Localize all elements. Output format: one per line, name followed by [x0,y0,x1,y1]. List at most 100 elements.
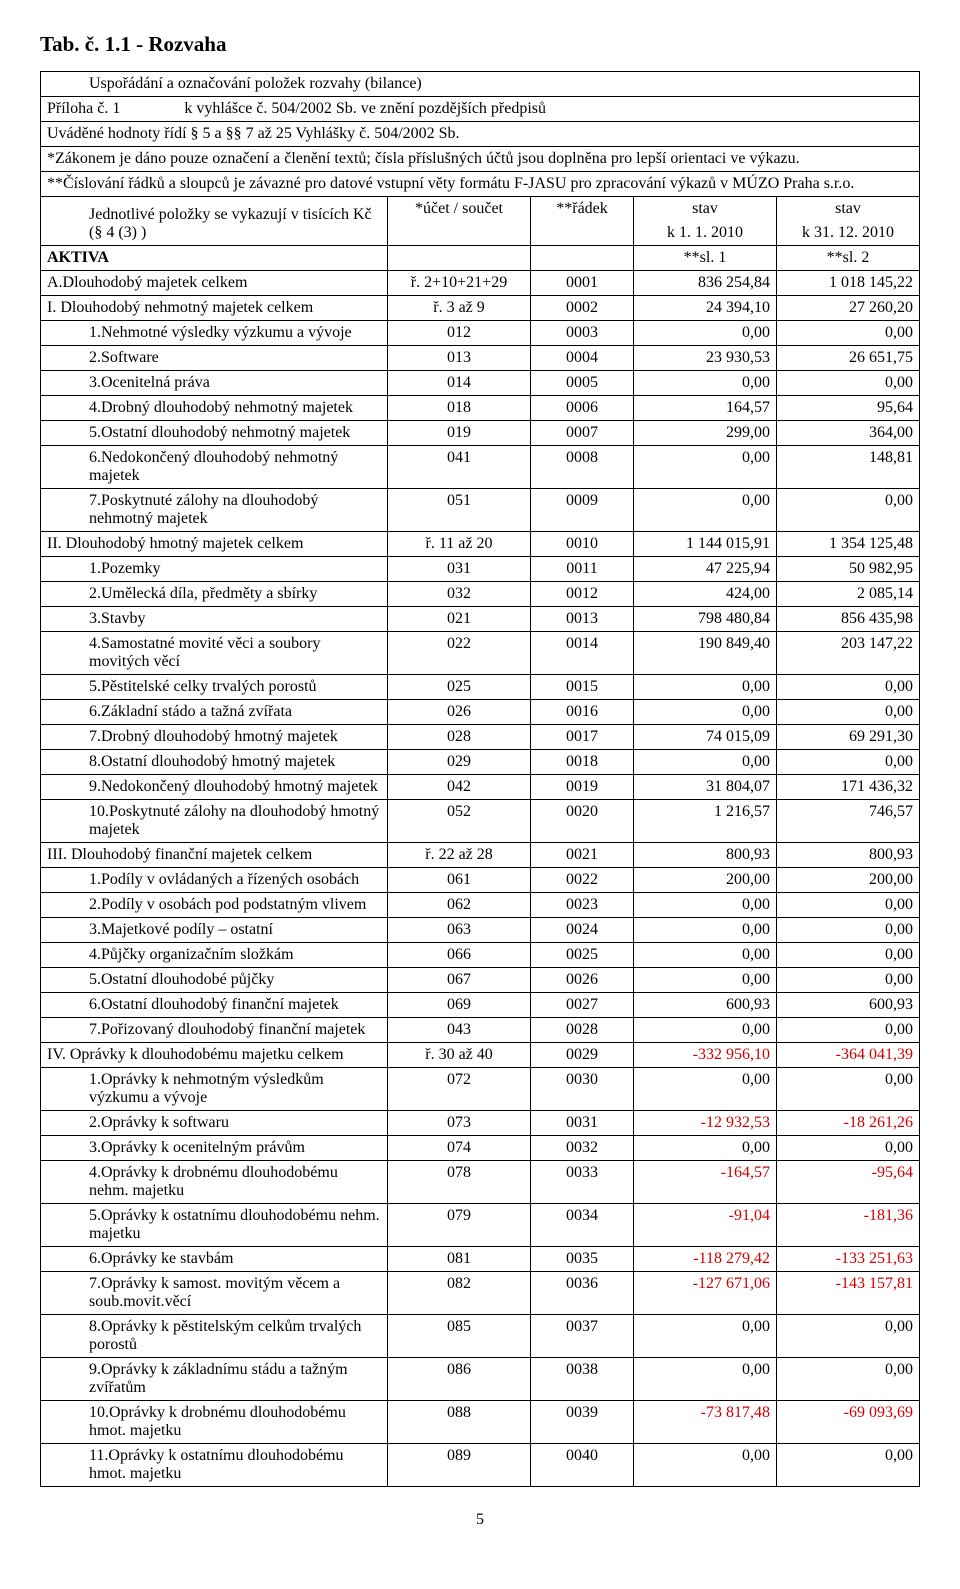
row-account: 014 [388,371,531,396]
row-value-2: -143 157,81 [777,1272,920,1315]
row-number: 0012 [531,582,634,607]
table-row: I. Dlouhodobý nehmotný majetek celkemř. … [41,296,920,321]
table-row: 5.Ostatní dlouhodobé půjčky06700260,000,… [41,968,920,993]
row-value-1: 0,00 [634,700,777,725]
row-value-1: 0,00 [634,968,777,993]
table-row: 9.Oprávky k základnímu stádu a tažným zv… [41,1358,920,1401]
row-value-2: 1 018 145,22 [777,271,920,296]
row-label: 7.Drobný dlouhodobý hmotný majetek [41,725,388,750]
row-value-2: 0,00 [777,371,920,396]
row-account: 042 [388,775,531,800]
row-label: 11.Oprávky k ostatnímu dlouhodobému hmot… [41,1444,388,1487]
table-row: 6.Nedokončený dlouhodobý nehmotný majete… [41,446,920,489]
table-row: 3.Majetkové podíly – ostatní06300240,000… [41,918,920,943]
row-value-2: 95,64 [777,396,920,421]
header-polozky: Jednotlivé položky se vykazují v tisícíc… [41,197,388,246]
table-row: 3.Oprávky k ocenitelným právům07400320,0… [41,1136,920,1161]
row-label: II. Dlouhodobý hmotný majetek celkem [41,532,388,557]
row-value-1: 0,00 [634,1018,777,1043]
row-value-2: 50 982,95 [777,557,920,582]
table-row: 4.Samostatné movité věci a soubory movit… [41,632,920,675]
row-account: 022 [388,632,531,675]
row-value-1: 0,00 [634,371,777,396]
intro-attachment: Příloha č. 1 [47,100,120,117]
row-label: 9.Nedokončený dlouhodobý hmotný majetek [41,775,388,800]
row-value-1: -118 279,42 [634,1247,777,1272]
row-account: 079 [388,1204,531,1247]
row-account: 019 [388,421,531,446]
row-account: 032 [388,582,531,607]
row-account: 018 [388,396,531,421]
row-label: 4.Drobný dlouhodobý nehmotný majetek [41,396,388,421]
row-value-2: 800,93 [777,843,920,868]
row-account: 089 [388,1444,531,1487]
row-value-2: 600,93 [777,993,920,1018]
row-number: 0034 [531,1204,634,1247]
table-row: 10.Oprávky k drobnému dlouhodobému hmot.… [41,1401,920,1444]
table-row: 8.Oprávky k pěstitelským celkům trvalých… [41,1315,920,1358]
row-value-2: -69 093,69 [777,1401,920,1444]
intro-line-4: *Zákonem je dáno pouze označení a členěn… [41,147,920,172]
row-number: 0036 [531,1272,634,1315]
row-account: 063 [388,918,531,943]
row-value-2: -18 261,26 [777,1111,920,1136]
row-value-2: 746,57 [777,800,920,843]
row-value-1: -164,57 [634,1161,777,1204]
row-label: 2.Oprávky k softwaru [41,1111,388,1136]
row-account: 013 [388,346,531,371]
row-label: 2.Umělecká díla, předměty a sbírky [41,582,388,607]
row-value-1: 164,57 [634,396,777,421]
table-row: 3.Ocenitelná práva01400050,000,00 [41,371,920,396]
row-value-2: 0,00 [777,700,920,725]
header-stav1a: stav [634,197,777,222]
row-value-1: -73 817,48 [634,1401,777,1444]
table-row: 7.Poskytnuté zálohy na dlouhodobý nehmot… [41,489,920,532]
intro-line-3: Uváděné hodnoty řídí § 5 a §§ 7 až 25 Vy… [41,122,920,147]
table-row: 2.Umělecká díla, předměty a sbírky032001… [41,582,920,607]
row-value-2: 2 085,14 [777,582,920,607]
row-label: 8.Oprávky k pěstitelským celkům trvalých… [41,1315,388,1358]
row-account: 088 [388,1401,531,1444]
table-row: 2.Software013000423 930,5326 651,75 [41,346,920,371]
row-number: 0030 [531,1068,634,1111]
row-number: 0024 [531,918,634,943]
row-value-2: -133 251,63 [777,1247,920,1272]
row-value-2: 1 354 125,48 [777,532,920,557]
row-account: 061 [388,868,531,893]
header-radek: **řádek [531,197,634,246]
row-number: 0032 [531,1136,634,1161]
row-label: 7.Pořizovaný dlouhodobý finanční majetek [41,1018,388,1043]
table-row: 9.Nedokončený dlouhodobý hmotný majetek0… [41,775,920,800]
row-value-2: 0,00 [777,1136,920,1161]
header-aktiva: AKTIVA [41,246,388,271]
row-number: 0028 [531,1018,634,1043]
row-number: 0009 [531,489,634,532]
row-value-1: 800,93 [634,843,777,868]
table-row: 2.Oprávky k softwaru0730031-12 932,53-18… [41,1111,920,1136]
row-number: 0006 [531,396,634,421]
row-value-1: 0,00 [634,675,777,700]
row-label: 6.Nedokončený dlouhodobý nehmotný majete… [41,446,388,489]
row-number: 0016 [531,700,634,725]
row-value-1: 0,00 [634,321,777,346]
row-label: 4.Půjčky organizačním složkám [41,943,388,968]
row-label: 1.Podíly v ovládaných a řízených osobách [41,868,388,893]
row-label: 3.Oprávky k ocenitelným právům [41,1136,388,1161]
row-value-1: 47 225,94 [634,557,777,582]
header-ucet: *účet / součet [388,197,531,246]
row-number: 0037 [531,1315,634,1358]
intro-line-5: **Číslování řádků a sloupců je závazné p… [41,172,920,197]
row-value-2: -181,36 [777,1204,920,1247]
row-label: 6.Základní stádo a tažná zvířata [41,700,388,725]
row-account: 026 [388,700,531,725]
intro-line-1: Uspořádání a označování položek rozvahy … [41,72,920,97]
row-value-1: 0,00 [634,1444,777,1487]
row-account: ř. 2+10+21+29 [388,271,531,296]
row-value-2: 0,00 [777,675,920,700]
row-value-2: 364,00 [777,421,920,446]
row-value-1: 74 015,09 [634,725,777,750]
row-value-1: 424,00 [634,582,777,607]
row-number: 0019 [531,775,634,800]
row-value-2: 0,00 [777,893,920,918]
row-number: 0040 [531,1444,634,1487]
